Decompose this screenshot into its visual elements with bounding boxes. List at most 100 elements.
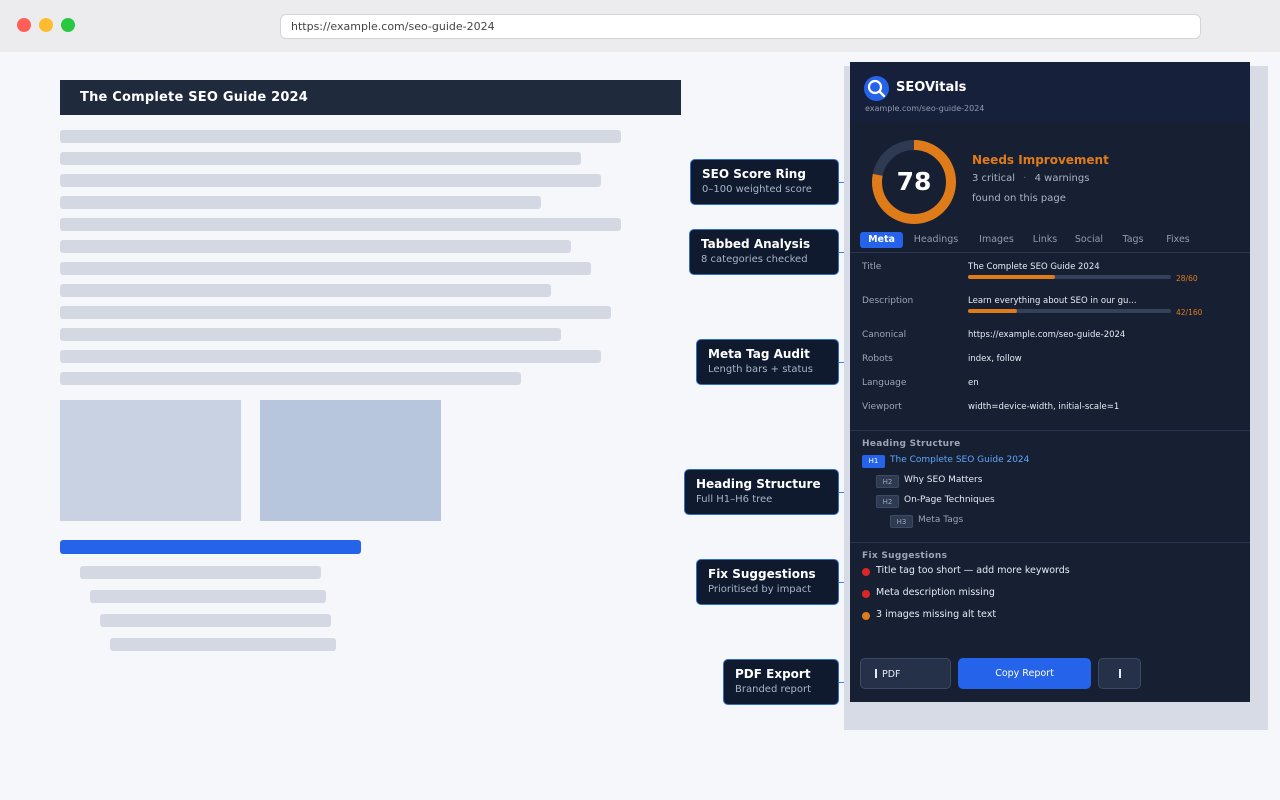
maximize-window-button[interactable] [61,18,75,32]
critical-count: 3 critical [972,173,1016,184]
text-placeholder [60,328,561,341]
tab-images[interactable]: Images [979,234,1014,245]
meta-title-label: Title [862,262,882,272]
pdf-button-label: PDF [882,669,901,680]
callout-title: Heading Structure [696,477,821,491]
meta-canonical-value: https://example.com/seo-guide-2024 [968,330,1126,340]
callout-title: SEO Score Ring [702,167,806,181]
callout-score-ring: SEO Score Ring 0–100 weighted score [690,159,839,205]
found-text: found on this page [972,193,1066,204]
fix-item[interactable]: 3 images missing alt text [876,609,997,620]
callout-meta-tag-audit: Meta Tag Audit Length bars + status [696,339,839,385]
tab-tags[interactable]: Tags [1122,234,1144,245]
callout-fix-suggestions: Fix Suggestions Prioritised by impact [696,559,839,605]
text-placeholder [60,218,621,231]
text-placeholder [60,350,601,363]
heading-tag-badge: H2 [876,495,899,508]
tab-meta[interactable]: Meta [860,232,903,248]
meta-viewport-value: width=device-width, initial-scale=1 [968,402,1120,412]
meta-viewport-label: Viewport [862,402,902,412]
callout-title: Tabbed Analysis [701,237,811,251]
tab-links[interactable]: Links [1032,234,1058,245]
critical-severity-icon [862,568,870,576]
callout-heading-structure: Heading Structure Full H1–H6 tree [684,469,839,515]
callout-pdf-export: PDF Export Branded report [723,659,839,705]
meta-language-label: Language [862,378,907,388]
text-placeholder [60,306,611,319]
image-placeholder [260,400,441,521]
text-placeholder [60,174,601,187]
tab-fixes[interactable]: Fixes [1166,234,1190,245]
page-title: The Complete SEO Guide 2024 [60,80,681,115]
callout-title: PDF Export [735,667,811,681]
score-ring [872,140,956,224]
close-window-button[interactable] [17,18,31,32]
callout-subtitle: Prioritised by impact [708,584,812,595]
meta-canonical-label: Canonical [862,330,907,340]
list-placeholder [90,590,326,603]
callout-title: Fix Suggestions [708,567,816,581]
pdf-export-button[interactable]: PDF [860,658,951,689]
heading-item[interactable]: The Complete SEO Guide 2024 [890,455,1030,465]
link-placeholder[interactable] [60,540,361,554]
browser-toolbar: https://example.com/seo-guide-2024 [0,0,1280,52]
warning-severity-icon [862,612,870,620]
document-icon [875,669,877,678]
text-placeholder [60,196,541,209]
heading-tag-badge: H1 [862,455,885,468]
list-placeholder [80,566,321,579]
meta-robots-label: Robots [862,354,893,364]
heading-structure-title: Heading Structure [862,439,961,449]
section-divider [850,542,1250,543]
list-placeholder [100,614,331,627]
text-placeholder [60,262,591,275]
title-length-track [968,275,1171,279]
text-placeholder [60,152,581,165]
count-separator: · [1023,173,1027,184]
fix-suggestions-title: Fix Suggestions [862,551,948,561]
warning-count: 4 warnings [1034,173,1090,184]
heading-item[interactable]: Meta Tags [918,515,964,525]
search-icon [864,76,889,101]
panel-header: SEOVitals example.com/seo-guide-2024 [850,62,1250,122]
meta-title-value: The Complete SEO Guide 2024 [968,262,1100,272]
callout-subtitle: Length bars + status [708,364,813,375]
section-divider [850,430,1250,431]
meta-description-value: Learn everything about SEO in our gu... [968,296,1137,306]
text-placeholder [60,130,621,143]
minimize-window-button[interactable] [39,18,53,32]
critical-severity-icon [862,590,870,598]
address-bar[interactable]: https://example.com/seo-guide-2024 [280,14,1201,39]
callout-subtitle: 8 categories checked [701,254,808,265]
list-placeholder [110,638,336,651]
title-length-bar [968,275,1056,279]
analyzed-url: example.com/seo-guide-2024 [865,104,985,113]
text-placeholder [60,372,521,385]
heading-item[interactable]: Why SEO Matters [904,475,983,485]
tab-social[interactable]: Social [1074,234,1104,245]
description-length-track [968,309,1171,313]
callout-subtitle: Full H1–H6 tree [696,494,773,505]
more-options-button[interactable] [1098,658,1141,689]
score-status: Needs Improvement [972,153,1109,167]
text-placeholder [60,240,571,253]
analysis-tabs: Meta Headings Images Links Social Tags F… [850,232,1250,253]
callout-subtitle: Branded report [735,684,812,695]
heading-item[interactable]: On-Page Techniques [904,495,995,505]
seo-score-value: 78 [896,167,932,196]
seo-extension-panel: SEOVitals example.com/seo-guide-2024 78 … [850,62,1250,702]
copy-report-button[interactable]: Copy Report [958,658,1091,689]
heading-tag-badge: H2 [876,475,899,488]
score-ring-progress [872,140,956,224]
heading-tag-badge: H3 [890,515,913,528]
meta-language-value: en [968,378,979,388]
fix-item[interactable]: Meta description missing [876,587,995,598]
image-placeholder [60,400,241,521]
tab-headings[interactable]: Headings [913,234,959,245]
brand-name: SEOVitals [896,80,967,95]
description-length-count: 42/160 [1176,308,1203,317]
more-icon [1118,669,1121,678]
description-length-bar [968,309,1017,313]
title-length-count: 28/60 [1176,274,1198,283]
fix-item[interactable]: Title tag too short — add more keywords [876,565,1070,576]
